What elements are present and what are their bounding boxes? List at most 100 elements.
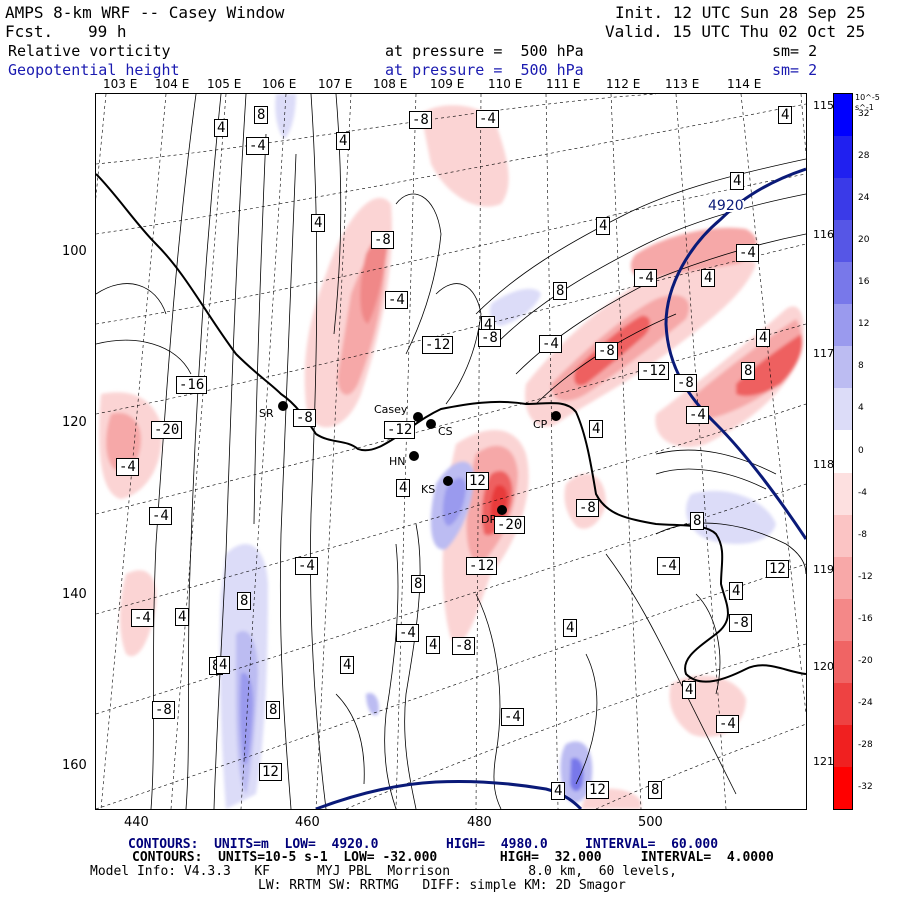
vorticity-contour-label: 8 [690,512,705,530]
longitude-top-label: 110 E [488,77,523,91]
x-axis-label-440: 440 [124,815,149,830]
vorticity-contour-label: 8 [553,282,568,300]
vorticity-contour-label: -4 [657,557,680,575]
vorticity-contour-label: -4 [539,335,562,353]
station-dot-dr [497,505,507,515]
colorbar-tick-label: -24 [858,697,873,708]
vorticity-contour-label: 8 [237,592,252,610]
vorticity-contour-label: -4 [716,715,739,733]
colorbar-tick-label: 32 [858,109,870,120]
colorbar-segment [834,724,852,768]
colorbar-segment [834,430,852,474]
station-label-ks: KS [421,483,436,496]
negative-vorticity-shading [99,105,804,809]
vorticity-contour-label: -20 [494,516,526,534]
colorbar-segment [834,682,852,726]
field1-level: at pressure = 500 hPa [385,42,584,60]
vorticity-contour-label: 4 [396,479,411,497]
colorbar-tick-label: 24 [858,193,870,204]
colorbar-segment [834,472,852,516]
vorticity-contour-label: 8 [648,781,663,799]
colorbar-tick-label: -8 [858,529,867,540]
footer-height-contours: CONTOURS: UNITS=m LOW= 4920.0 [128,837,379,852]
vorticity-contour-label: 4 [340,656,355,674]
vorticity-contour-label: 4 [729,582,744,600]
colorbar-tick-label: -12 [858,571,873,582]
y-axis-label-120: 120 [62,415,87,430]
colorbar-segment [834,346,852,389]
vorticity-contour-label: 4 [596,217,611,235]
footer-physics-info: LW: RRTM SW: RRTMG DIFF: simple KM: 2D S… [258,878,626,893]
vorticity-contour-label: 4 [214,119,229,137]
vorticity-contour-label: 4 [730,172,745,190]
x-axis-label-500: 500 [638,815,663,830]
vorticity-contour-label: 4 [756,329,771,347]
vorticity-contour-label: -8 [595,342,618,360]
vorticity-contour-label: -4 [686,406,709,424]
vorticity-contour-label: -12 [466,557,498,575]
footer-height-high: HIGH= 4980.0 [446,837,548,852]
field2-level: at pressure = 500 hPa [385,61,584,79]
vorticity-contour-label: -4 [396,624,419,642]
vorticity-contour-label: -8 [293,409,316,427]
longitude-top-label: 104 E [155,77,190,91]
longitude-top-label: 105 E [207,77,242,91]
vorticity-contour-label: -4 [131,609,154,627]
vorticity-contour-label: 4 [701,269,716,287]
colorbar-segment [834,178,852,221]
vorticity-contour-label: -16 [176,376,208,394]
vorticity-contour-label: 4 [682,681,697,699]
vorticity-contours [96,94,806,809]
station-dot-cp [551,411,561,421]
station-markers [278,401,561,515]
colorbar-tick-label: 4 [858,403,864,414]
model-title: AMPS 8-km WRF -- Casey Window [5,3,285,22]
colorbar-segment [834,262,852,305]
vorticity-contour-label: 4 [563,619,578,637]
station-label-hn: HN [389,455,406,468]
colorbar-segment [834,514,852,558]
colorbar-tick-label: 28 [858,151,870,162]
forecast-hour: 99 h [88,22,127,41]
vorticity-contour-label: 8 [411,575,426,593]
vorticity-contour-label: -4 [501,708,524,726]
station-dot-casey [413,412,423,422]
station-label-sr: SR [259,407,274,420]
station-label-cp: CP [533,418,548,431]
station-dot-hn [409,451,419,461]
x-axis-label-480: 480 [467,815,492,830]
colorbar-segment [834,220,852,263]
vorticity-contour-label: -12 [638,362,670,380]
vorticity-contour-label: 12 [586,781,609,799]
colorbar-tick-label: 20 [858,235,870,246]
vorticity-contour-label: -8 [576,499,599,517]
colorbar-segment [834,766,852,810]
colorbar-segment [834,388,852,431]
field1-smoothing: sm= 2 [772,42,818,60]
vorticity-contour-label: -4 [149,507,172,525]
longitude-top-label: 103 E [103,77,138,91]
vorticity-contour-label: -8 [452,637,475,655]
station-label-dr: DR [481,513,498,526]
colorbar-tick-label: -20 [858,655,873,666]
vorticity-contour-label: -20 [151,421,183,439]
y-axis-label-100: 100 [62,244,87,259]
footer-model-info: Model Info: V4.3.3 KF MYJ PBL Morrison 8… [90,864,677,879]
colorbar-segment [834,640,852,684]
longitude-top-label: 111 E [546,77,581,91]
vorticity-contour-label: -8 [674,374,697,392]
longitude-top-label: 112 E [606,77,641,91]
colorbar-segment [834,556,852,600]
longitude-top-label: 106 E [262,77,297,91]
station-dot-cs [426,419,436,429]
longitude-top-label: 109 E [430,77,465,91]
colorbar-segment [834,304,852,347]
vorticity-contour-label: -4 [116,458,139,476]
longitude-top-label: 113 E [665,77,700,91]
colorbar-tick-label: 0 [858,445,864,456]
station-label-cs: CS [438,425,453,438]
vorticity-contour-label: -4 [385,291,408,309]
vorticity-contour-label: 8 [266,701,281,719]
valid-time: Valid. 15 UTC Thu 02 Oct 25 [605,22,866,41]
y-axis-label-160: 160 [62,758,87,773]
